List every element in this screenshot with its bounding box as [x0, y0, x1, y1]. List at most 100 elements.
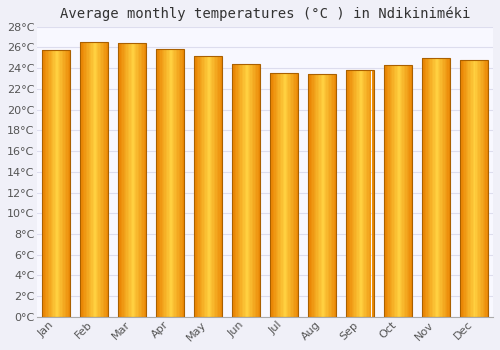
Bar — [93, 42, 94, 317]
Bar — [125, 43, 126, 317]
Bar — [96, 42, 97, 317]
Bar — [390, 65, 391, 317]
Bar — [256, 64, 258, 317]
Bar — [46, 50, 48, 317]
Bar — [486, 60, 487, 317]
Bar — [277, 74, 278, 317]
Bar — [360, 70, 362, 317]
Bar — [276, 74, 277, 317]
Bar — [126, 43, 128, 317]
Bar — [468, 60, 470, 317]
Bar — [324, 75, 325, 317]
Bar — [194, 56, 196, 317]
Bar — [471, 60, 472, 317]
Bar — [80, 42, 108, 317]
Bar — [86, 42, 87, 317]
Bar — [434, 58, 436, 317]
Bar — [478, 60, 480, 317]
Bar — [270, 74, 298, 317]
Bar — [460, 60, 488, 317]
Bar — [90, 42, 92, 317]
Bar — [159, 49, 160, 317]
Bar — [204, 56, 206, 317]
Bar — [411, 65, 412, 317]
Bar — [443, 58, 444, 317]
Bar — [320, 75, 322, 317]
Bar — [107, 42, 108, 317]
Bar — [296, 74, 297, 317]
Bar — [236, 64, 238, 317]
Bar — [197, 56, 198, 317]
Bar — [308, 75, 310, 317]
Bar — [182, 49, 183, 317]
Bar — [350, 70, 352, 317]
Bar — [156, 49, 158, 317]
Bar — [196, 56, 197, 317]
Bar — [481, 60, 482, 317]
Bar — [396, 65, 398, 317]
Bar — [474, 60, 476, 317]
Bar — [404, 65, 405, 317]
Bar — [462, 60, 464, 317]
Bar — [208, 56, 210, 317]
Bar — [398, 65, 400, 317]
Bar — [432, 58, 433, 317]
Bar — [460, 60, 461, 317]
Bar — [477, 60, 478, 317]
Bar — [373, 70, 374, 317]
Bar — [388, 65, 390, 317]
Bar — [49, 50, 50, 317]
Bar — [142, 43, 144, 317]
Bar — [448, 58, 449, 317]
Bar — [202, 56, 204, 317]
Bar — [449, 58, 450, 317]
Bar — [58, 50, 59, 317]
Bar — [134, 43, 135, 317]
Bar — [328, 75, 329, 317]
Bar — [470, 60, 471, 317]
Bar — [118, 43, 146, 317]
Bar — [64, 50, 65, 317]
Bar — [234, 64, 235, 317]
Bar — [254, 64, 256, 317]
Bar — [286, 74, 287, 317]
Bar — [406, 65, 408, 317]
Bar — [466, 60, 467, 317]
Bar — [484, 60, 486, 317]
Bar — [118, 43, 120, 317]
Bar — [60, 50, 62, 317]
Bar — [87, 42, 88, 317]
Bar — [80, 42, 82, 317]
Bar — [428, 58, 429, 317]
Bar — [297, 74, 298, 317]
Bar — [130, 43, 131, 317]
Bar — [322, 75, 324, 317]
Bar — [400, 65, 401, 317]
Bar — [329, 75, 330, 317]
Bar — [232, 64, 260, 317]
Bar — [429, 58, 430, 317]
Bar — [84, 42, 86, 317]
Bar — [391, 65, 392, 317]
Bar — [356, 70, 358, 317]
Bar — [272, 74, 274, 317]
Bar — [102, 42, 104, 317]
Bar — [467, 60, 468, 317]
Bar — [180, 49, 182, 317]
Bar — [410, 65, 411, 317]
Bar — [164, 49, 166, 317]
Bar — [334, 75, 335, 317]
Bar — [183, 49, 184, 317]
Bar — [386, 65, 388, 317]
Bar — [335, 75, 336, 317]
Bar — [92, 42, 93, 317]
Bar — [218, 56, 220, 317]
Bar — [100, 42, 102, 317]
Bar — [287, 74, 288, 317]
Bar — [214, 56, 216, 317]
Bar — [476, 60, 477, 317]
Bar — [145, 43, 146, 317]
Bar — [363, 70, 364, 317]
Bar — [162, 49, 163, 317]
Bar — [326, 75, 328, 317]
